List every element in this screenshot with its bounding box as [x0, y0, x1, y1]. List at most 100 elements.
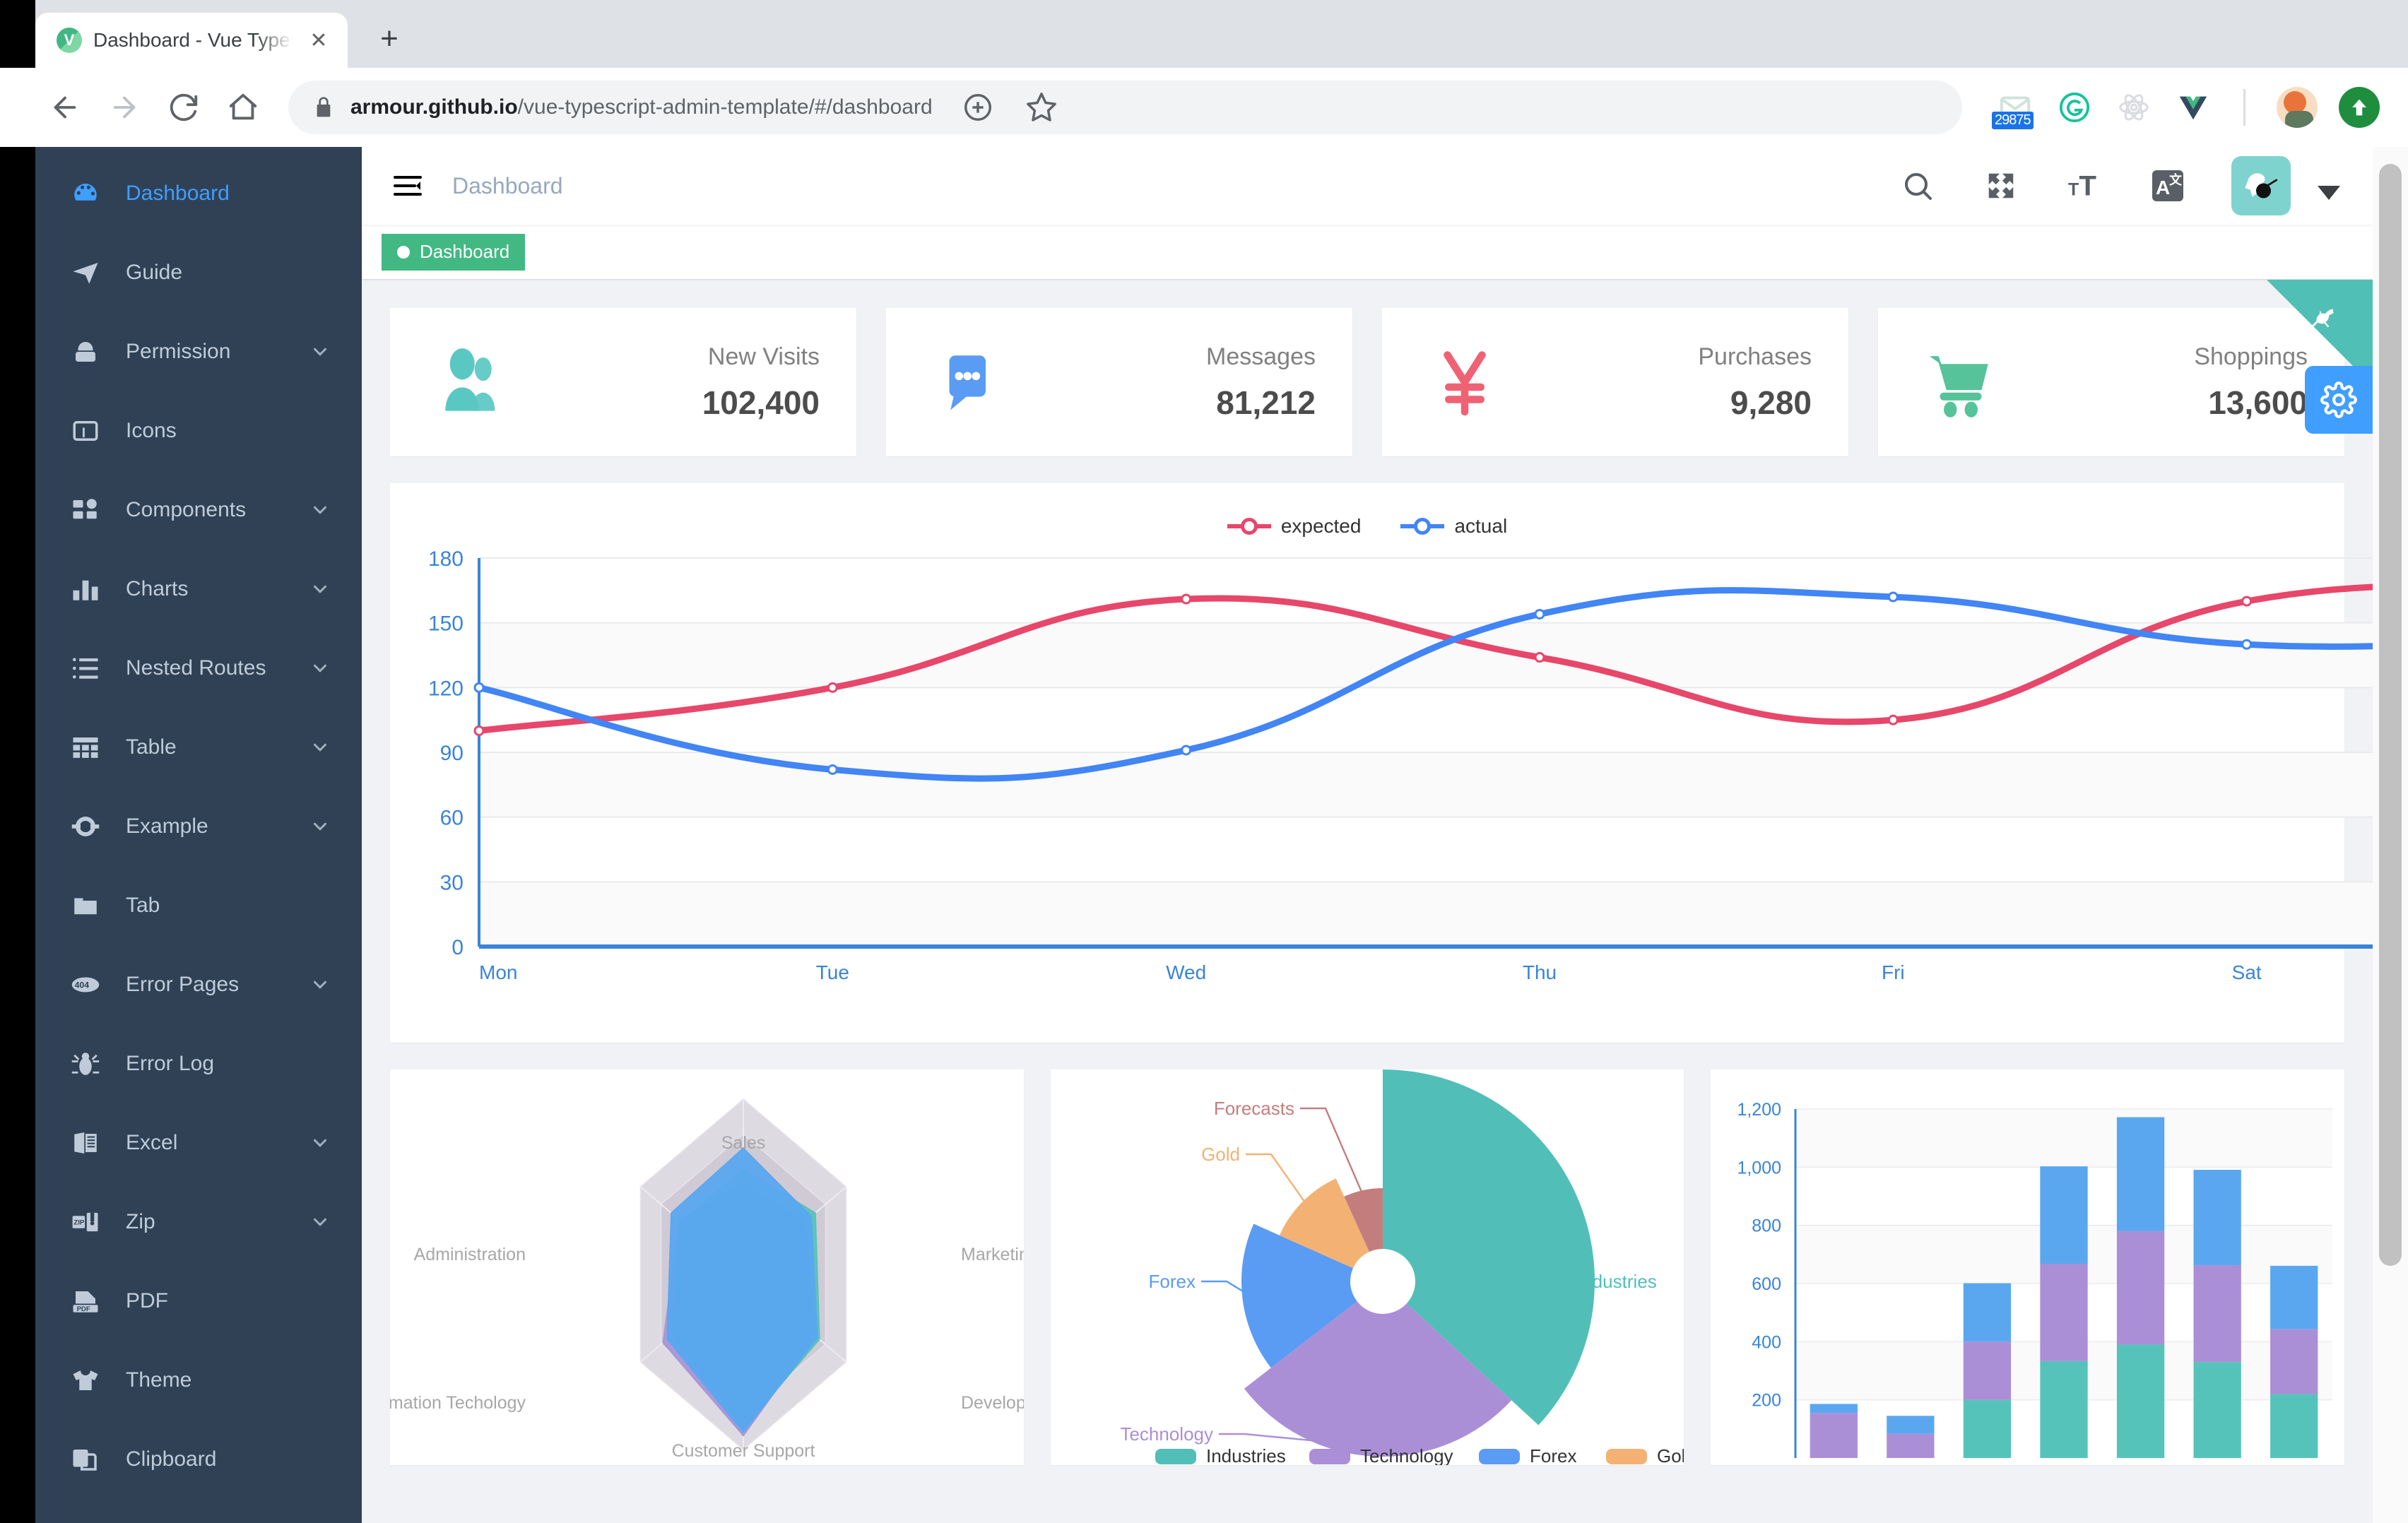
chevron-down-icon [309, 816, 331, 837]
svg-text:T: T [2068, 179, 2079, 199]
update-arrow-icon[interactable] [2339, 87, 2380, 128]
url-path: /vue-typescript-admin-template/#/dashboa… [517, 95, 933, 119]
chevron-down-icon[interactable] [2318, 186, 2340, 200]
svg-text:200: 200 [1752, 1391, 1782, 1411]
sidebar-item-clipboard[interactable]: Clipboard [35, 1420, 362, 1499]
toolbar-divider [2243, 89, 2245, 126]
radar-chart-card[interactable]: Sales Marketing Development Customer Suppor… [390, 1069, 1024, 1465]
lock-icon [69, 336, 102, 368]
svg-text:Development: Development [961, 1393, 1024, 1413]
sidebar-item-error-log[interactable]: Error Log [35, 1024, 362, 1103]
chevron-down-icon [309, 579, 331, 600]
svg-text:Mon: Mon [479, 961, 517, 983]
scrollbar-thumb[interactable] [2379, 164, 2402, 1266]
lock-icon [312, 96, 335, 119]
sidebar-item-components[interactable]: Components [35, 470, 362, 550]
sidebar-item-tab[interactable]: Tab [35, 866, 362, 945]
stat-text: Shoppings 13,600 [2194, 343, 2308, 422]
share-circle-icon[interactable] [948, 78, 1008, 137]
user-avatar[interactable] [2231, 156, 2291, 215]
react-devtools-extension-icon[interactable] [2115, 88, 2153, 126]
hamburger-collapse-icon[interactable] [389, 167, 427, 205]
reload-icon[interactable] [154, 78, 213, 137]
stat-value: 102,400 [702, 384, 820, 421]
sidebar-item-icons[interactable]: I Icons [35, 391, 362, 470]
sidebar-item-guide[interactable]: Guide [35, 233, 362, 312]
sidebar-item-label: Error Pages [126, 973, 240, 996]
sidebar-item-table[interactable]: Table [35, 708, 362, 787]
sidebar-item-label: PDF [126, 1289, 168, 1312]
profile-avatar[interactable] [2277, 87, 2318, 128]
sidebar-item-label: Error Log [126, 1052, 215, 1075]
screen-left-margin-bottom [0, 147, 35, 1523]
stat-card-new-visits[interactable]: New Visits 102,400 [390, 308, 856, 456]
svg-text:Fri: Fri [1882, 961, 1905, 983]
sidebar-item-nested-routes[interactable]: Nested Routes [35, 629, 362, 708]
sidebar-item-dashboard[interactable]: Dashboard [35, 154, 362, 233]
sidebar-item-zip[interactable]: ZIP Zip [35, 1183, 362, 1262]
chevron-down-icon [309, 341, 331, 362]
gmail-extension-icon[interactable]: 29875 [1992, 88, 2034, 129]
sidebar-item-label: Zip [126, 1210, 155, 1233]
browser-tab[interactable]: Dashboard - Vue Typescript Ad ✕ [35, 13, 348, 68]
svg-text:A: A [2156, 177, 2170, 198]
svg-text:Technology: Technology [1120, 1423, 1213, 1445]
page-scrollbar[interactable] [2373, 147, 2408, 1523]
tag-dashboard[interactable]: Dashboard [382, 233, 526, 271]
stat-card-messages[interactable]: Messages 81,212 [886, 308, 1352, 456]
forward-arrow-icon[interactable] [95, 78, 154, 137]
sidebar-item-label: Dashboard [126, 182, 230, 205]
tshirt-icon [69, 1364, 102, 1397]
dashboard-icon [69, 177, 102, 210]
sidebar-item-error-pages[interactable]: 404 Error Pages [35, 945, 362, 1024]
pie-chart-card[interactable]: Industries Technology Forex Gold Forecasts In… [1050, 1069, 1684, 1465]
sidebar-item-charts[interactable]: Charts [35, 550, 362, 629]
settings-fab-button[interactable] [2305, 366, 2373, 434]
tag-label: Dashboard [420, 241, 510, 262]
sidebar-item-excel[interactable]: Excel [35, 1103, 362, 1183]
sidebar-item-label: Charts [126, 577, 189, 600]
svg-text:Sat: Sat [2232, 961, 2262, 983]
back-arrow-icon[interactable] [35, 78, 95, 137]
admin-app: Dashboard Guide Permission I Icons Components… [35, 147, 2373, 1523]
url-domain: armour.github.io [350, 95, 518, 119]
svg-text:Forex: Forex [1530, 1445, 1576, 1465]
sidebar-item-example[interactable]: Example [35, 787, 362, 866]
address-bar[interactable]: armour.github.io/vue-typescript-admin-te… [288, 81, 1962, 134]
sidebar-item-theme[interactable]: Theme [35, 1341, 362, 1420]
line-chart[interactable]: 3060901201501800MonTueWedThuFriSatSun [417, 545, 2373, 1026]
legend-item-expected[interactable]: expected [1227, 515, 1362, 538]
legend-label: expected [1280, 515, 1362, 537]
stat-card-shoppings[interactable]: Shoppings 13,600 [1878, 308, 2344, 456]
nested-list-icon [69, 652, 102, 685]
grammarly-extension-icon[interactable] [2055, 88, 2094, 126]
excel-icon [69, 1127, 102, 1159]
guide-icon [69, 256, 102, 289]
bar-chart-card[interactable]: 200 400 600 800 1,000 1,200 [1711, 1069, 2345, 1465]
sidebar-item-label: Tab [126, 894, 160, 917]
sidebar-item-label: Theme [126, 1368, 192, 1392]
sidebar-item-permission[interactable]: Permission [35, 312, 362, 391]
new-tab-button[interactable]: + [380, 21, 399, 56]
stat-card-purchases[interactable]: Purchases 9,280 [1382, 308, 1848, 456]
dashboard-scroll-area[interactable]: New Visits 102,400 [362, 280, 2373, 1523]
stat-label: Messages [1206, 343, 1316, 370]
home-icon[interactable] [213, 78, 273, 137]
svg-text:文: 文 [2169, 172, 2183, 187]
vue-devtools-extension-icon[interactable] [2174, 88, 2212, 126]
yen-icon [1419, 336, 1511, 428]
chevron-down-icon [309, 974, 331, 995]
fullscreen-icon[interactable] [1981, 166, 2021, 206]
sidebar-item-label: Permission [126, 340, 231, 363]
star-icon[interactable] [1012, 78, 1071, 137]
svg-text:Industries: Industries [1577, 1271, 1657, 1292]
legend-item-actual[interactable]: actual [1400, 515, 1507, 538]
sidebar-item-pdf[interactable]: PDF PDF [35, 1262, 362, 1341]
close-icon[interactable]: ✕ [309, 28, 328, 52]
search-icon[interactable] [1898, 166, 1937, 206]
sidebar-item-label: Example [126, 814, 208, 838]
